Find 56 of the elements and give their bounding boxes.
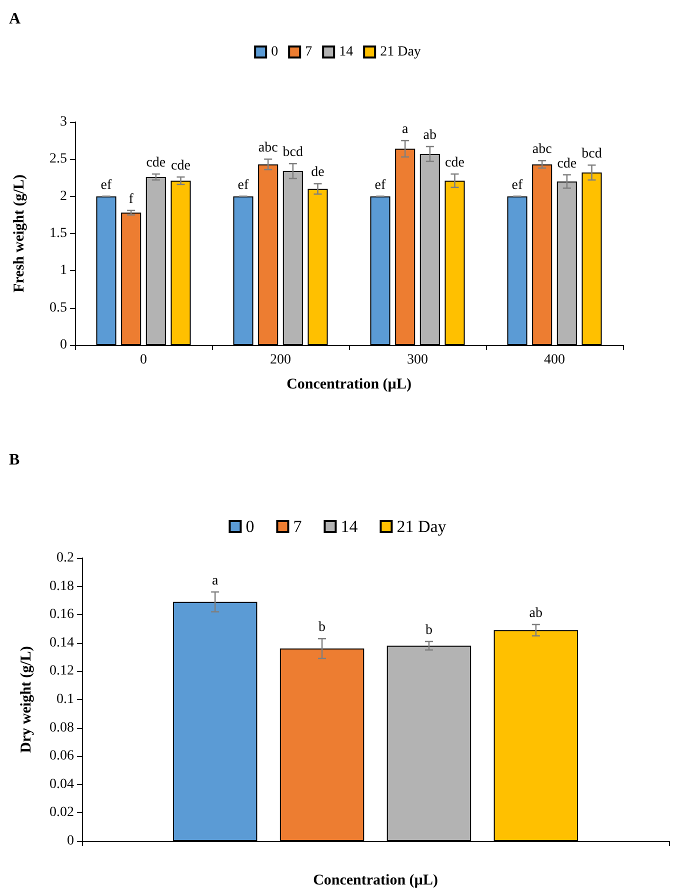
chart-title: A <box>9 10 21 28</box>
data-label: b <box>425 622 432 638</box>
data-label: cde <box>445 156 464 171</box>
legend-label: 7 <box>293 517 302 536</box>
x-tick-label: 400 <box>544 352 565 368</box>
data-label: ab <box>529 606 543 622</box>
y-tick-label: 2 <box>60 188 67 204</box>
data-label: cde <box>146 156 166 171</box>
legend-label: 14 <box>339 44 354 60</box>
x-tick-label: 200 <box>270 352 291 368</box>
legend-label: 21 Day <box>380 44 421 60</box>
legend-label: 14 <box>340 517 358 536</box>
y-tick-label: 0.18 <box>50 578 74 594</box>
y-tick-label: 0.04 <box>50 776 74 792</box>
y-tick-label: 0.12 <box>50 664 74 679</box>
data-label: b <box>318 620 326 636</box>
x-axis-title: Concentration (µL) <box>286 376 412 392</box>
y-tick-label: 1 <box>60 263 67 278</box>
data-label: bcd <box>582 146 602 162</box>
data-label: ef <box>374 178 386 193</box>
y-tick-label: 0.1 <box>56 692 74 707</box>
y-axis-title: Fresh weight (g/L) <box>12 174 28 293</box>
data-label: ef <box>238 178 250 193</box>
data-label: ef <box>100 178 112 193</box>
legend-label: 0 <box>271 44 278 60</box>
y-tick-label: 0.16 <box>50 607 74 622</box>
data-label: cde <box>171 158 190 174</box>
y-tick-label: 1.5 <box>50 226 67 241</box>
data-label: abc <box>532 142 552 158</box>
data-label: bcd <box>282 145 304 160</box>
y-axis-title: Dry weight (g/L) <box>18 646 34 753</box>
data-label: abc <box>258 140 278 156</box>
data-label: de <box>311 165 324 180</box>
y-tick-label: 0.02 <box>50 805 74 820</box>
x-tick-label: 300 <box>407 352 428 368</box>
y-tick-label: 3 <box>60 114 67 130</box>
data-label: cde <box>557 156 577 172</box>
legend-label: 0 <box>246 517 254 536</box>
y-tick-label: 0.5 <box>50 300 67 316</box>
legend-label: 7 <box>305 44 312 60</box>
y-tick-label: 0.14 <box>50 635 74 650</box>
y-tick-label: 0.08 <box>50 720 74 736</box>
x-axis-title: Concentration (µL) <box>313 872 438 888</box>
data-label: ab <box>423 128 437 144</box>
legend-label: 21 Day <box>396 517 447 536</box>
y-tick-label: 0 <box>60 338 67 352</box>
y-tick-label: 0.06 <box>50 748 74 764</box>
chart-title: B <box>9 452 20 468</box>
data-label: f <box>128 192 134 207</box>
y-tick-label: 0 <box>67 834 74 848</box>
data-label: a <box>212 573 219 588</box>
y-tick-label: 0.2 <box>56 550 74 566</box>
y-tick-label: 2.5 <box>50 152 67 167</box>
data-label: ef <box>512 178 524 193</box>
data-label: a <box>402 122 409 138</box>
x-tick-label: 0 <box>140 352 147 368</box>
